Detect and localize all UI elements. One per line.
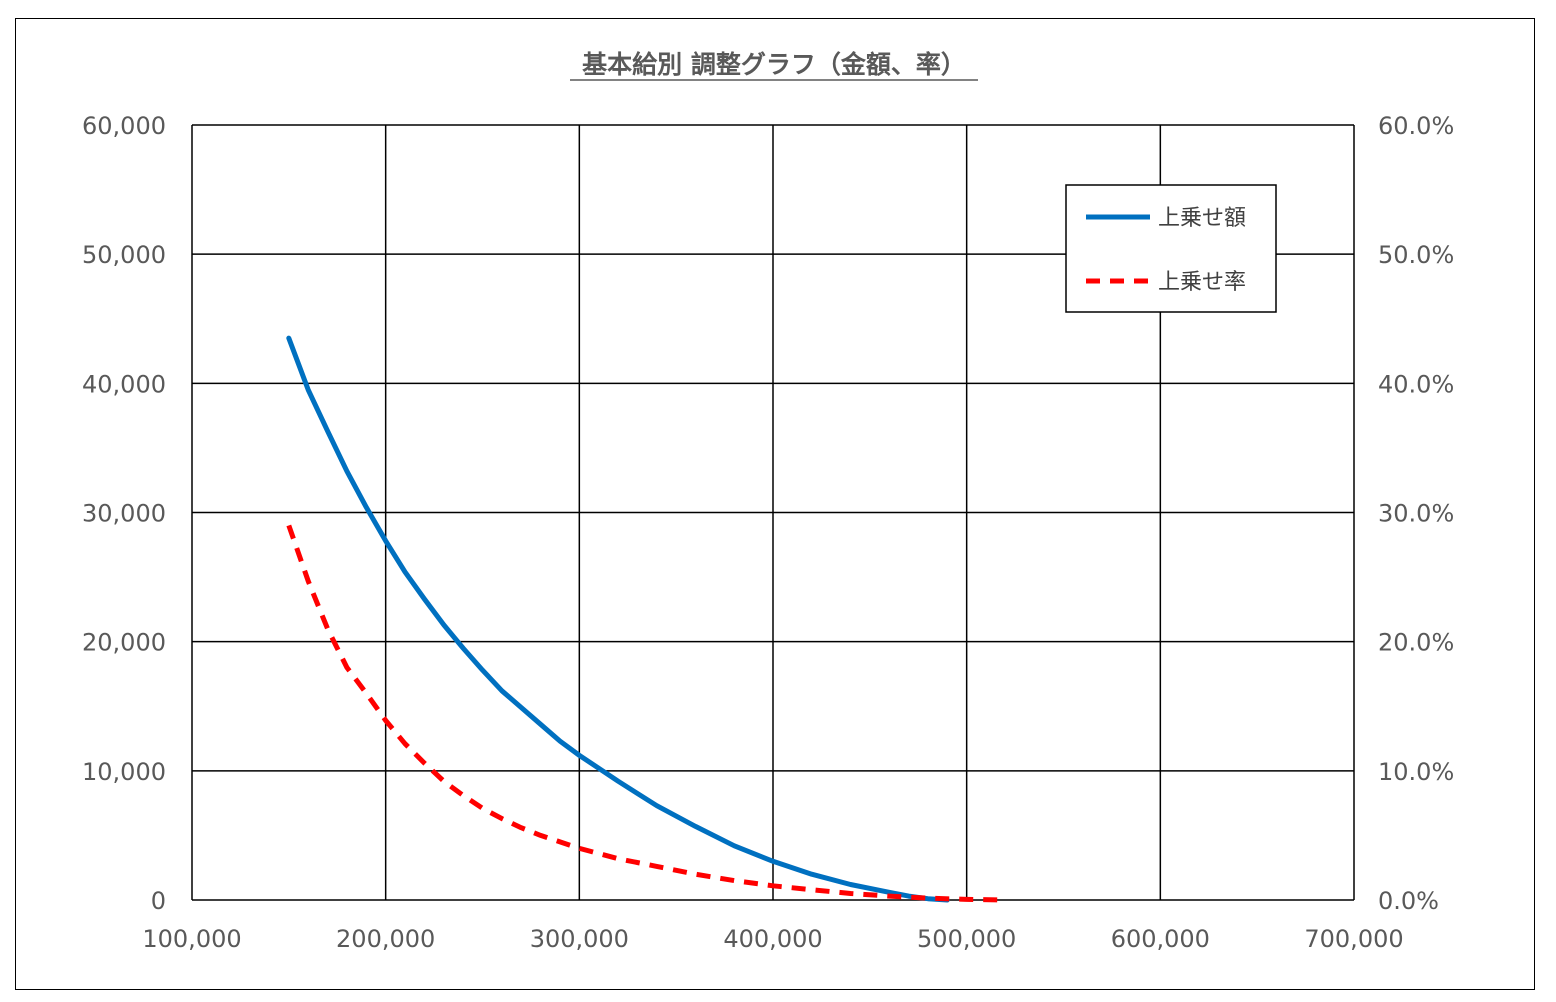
x-tick-label: 300,000: [530, 925, 629, 953]
legend-label-1: 上乗せ額: [1158, 206, 1246, 231]
x-tick-label: 400,000: [723, 925, 822, 953]
y-tick-label: 50,000: [82, 241, 166, 269]
y-tick-label: 0: [151, 887, 166, 915]
grid: [191, 124, 1355, 901]
y2-tick-label: 0.0%: [1378, 887, 1439, 915]
chart-area: [15, 18, 1535, 990]
y2-tick-label: 10.0%: [1378, 758, 1454, 786]
y2-tick-label: 40.0%: [1378, 370, 1454, 398]
y-tick-label: 30,000: [82, 500, 166, 528]
y2-tick-label: 60.0%: [1378, 112, 1454, 140]
y-tick-label: 60,000: [82, 112, 166, 140]
series-line-1: [286, 335, 950, 903]
axis-labels: 100,000 200,000 300,000 400,000 500,000 600,0…: [82, 112, 1454, 953]
chart-title: 基本給別 調整グラフ（金額、率）: [582, 50, 966, 79]
legend-label-2: 上乗せ率: [1158, 270, 1246, 295]
x-tick-label: 600,000: [1111, 925, 1210, 953]
y2-tick-label: 20.0%: [1378, 629, 1454, 657]
y2-tick-label: 30.0%: [1378, 500, 1454, 528]
x-tick-label: 200,000: [336, 925, 435, 953]
x-tick-label: 500,000: [917, 925, 1016, 953]
y-tick-label: 10,000: [82, 758, 166, 786]
x-tick-label: 100,000: [142, 925, 241, 953]
series-layer: [286, 335, 1006, 903]
series-line-2: [286, 524, 1006, 903]
y2-tick-label: 50.0%: [1378, 241, 1454, 269]
legend-box: [1065, 184, 1277, 313]
x-tick-label: 700,000: [1304, 925, 1403, 953]
y-tick-label: 40,000: [82, 370, 166, 398]
y-tick-label: 20,000: [82, 629, 166, 657]
